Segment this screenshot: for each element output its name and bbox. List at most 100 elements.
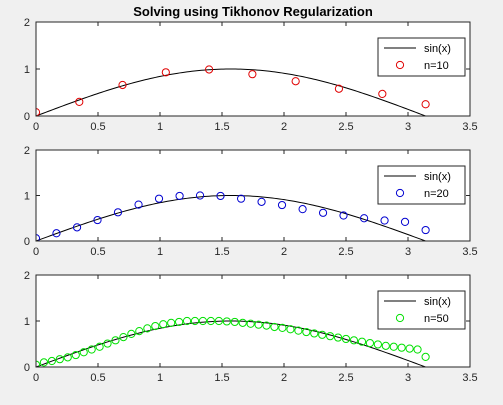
data-point bbox=[318, 208, 328, 217]
y-tick-label: 1 bbox=[24, 316, 30, 328]
x-tick-label: 3.5 bbox=[462, 372, 477, 384]
x-tick-label: 2 bbox=[281, 372, 287, 384]
data-point bbox=[118, 80, 127, 90]
y-tick-label: 1 bbox=[24, 64, 30, 76]
legend-label: sin(x) bbox=[424, 171, 451, 183]
legend-circle-marker bbox=[395, 188, 405, 198]
subplot-3: 0 0.5 1 1.5 2 2.5 3 3.5 0 1 2 sin(x) n=50 bbox=[24, 270, 478, 384]
data-point bbox=[182, 316, 192, 326]
data-point bbox=[286, 325, 295, 334]
data-point bbox=[389, 342, 398, 351]
x-tick-label: 2.5 bbox=[338, 246, 353, 258]
data-point bbox=[421, 100, 430, 109]
x-tick-label: 1.5 bbox=[214, 246, 229, 258]
x-tick-label: 1.5 bbox=[214, 121, 229, 133]
data-point bbox=[254, 320, 263, 329]
data-point bbox=[248, 70, 257, 79]
data-point bbox=[95, 342, 104, 351]
data-point bbox=[310, 329, 319, 338]
data-point bbox=[334, 84, 344, 93]
data-point bbox=[167, 318, 176, 327]
data-point bbox=[103, 339, 112, 348]
plot-area bbox=[36, 316, 430, 367]
legend-label: n=10 bbox=[424, 60, 449, 72]
data-point bbox=[205, 65, 214, 74]
data-point bbox=[174, 317, 184, 327]
subplot-2: 0 0.5 1 1.5 2 2.5 3 3.5 0 1 2 sin(x) n=20 bbox=[24, 145, 478, 258]
legend-box bbox=[377, 165, 466, 205]
data-point bbox=[373, 340, 382, 349]
legend: sin(x) n=50 bbox=[377, 290, 466, 330]
data-point bbox=[198, 316, 208, 326]
data-point bbox=[238, 318, 247, 327]
x-tick-label: 2.5 bbox=[338, 121, 353, 133]
data-point bbox=[400, 217, 410, 226]
x-tick-label: 2 bbox=[281, 246, 287, 258]
legend-label: sin(x) bbox=[424, 43, 451, 55]
data-point bbox=[246, 319, 255, 328]
data-point bbox=[360, 214, 369, 223]
y-tick-label: 0 bbox=[24, 236, 30, 248]
data-point bbox=[262, 321, 271, 330]
legend: sin(x) n=20 bbox=[377, 165, 466, 205]
data-point bbox=[270, 322, 279, 332]
series-line-sin bbox=[36, 68, 426, 116]
legend-box bbox=[377, 37, 466, 77]
data-point bbox=[397, 343, 406, 352]
data-point bbox=[134, 200, 143, 209]
chart-title: Solving using Tikhonov Regularization bbox=[133, 4, 373, 19]
x-tick-label: 0.5 bbox=[90, 246, 105, 258]
legend-box bbox=[377, 290, 466, 330]
data-point bbox=[206, 316, 215, 326]
data-point bbox=[349, 336, 359, 345]
x-tick-label: 1 bbox=[157, 372, 163, 384]
plot-area bbox=[36, 191, 430, 241]
data-point bbox=[151, 321, 160, 331]
x-tick-label: 1.5 bbox=[214, 372, 229, 384]
legend-circle-marker bbox=[395, 60, 405, 70]
data-point bbox=[52, 229, 61, 238]
x-tick-label: 0 bbox=[33, 372, 39, 384]
data-point bbox=[195, 191, 205, 200]
data-point bbox=[47, 356, 56, 366]
data-point bbox=[55, 355, 64, 364]
data-point bbox=[230, 317, 239, 327]
data-point bbox=[216, 191, 225, 201]
data-point bbox=[113, 208, 123, 217]
legend-label: n=20 bbox=[424, 188, 449, 200]
data-point bbox=[154, 194, 164, 203]
data-point bbox=[71, 350, 80, 360]
data-point bbox=[380, 216, 389, 225]
x-tick-label: 0 bbox=[33, 121, 39, 133]
subplot-1: 0 0.5 1 1.5 2 2.5 3 3.5 0 1 2 sin(x) n=10 bbox=[24, 17, 478, 133]
data-point bbox=[357, 337, 367, 346]
data-point bbox=[63, 353, 72, 362]
data-point bbox=[291, 77, 300, 86]
data-point bbox=[333, 333, 343, 342]
data-point bbox=[413, 345, 422, 354]
data-point bbox=[39, 358, 49, 367]
x-tick-label: 1 bbox=[157, 121, 163, 133]
data-point bbox=[161, 68, 170, 77]
data-point bbox=[93, 215, 102, 225]
data-point bbox=[190, 316, 200, 326]
x-tick-label: 2.5 bbox=[338, 372, 353, 384]
legend-circle-marker bbox=[395, 313, 405, 323]
data-point bbox=[72, 223, 82, 232]
legend-label: n=50 bbox=[424, 313, 449, 325]
data-point bbox=[111, 336, 120, 345]
legend-label: sin(x) bbox=[424, 296, 451, 308]
x-tick-label: 3.5 bbox=[462, 246, 477, 258]
data-point bbox=[421, 352, 430, 361]
data-point bbox=[302, 327, 311, 337]
x-tick-label: 1 bbox=[157, 246, 163, 258]
data-point bbox=[87, 345, 96, 354]
data-point bbox=[278, 323, 287, 332]
y-tick-label: 2 bbox=[24, 145, 30, 157]
data-point bbox=[365, 338, 375, 348]
y-tick-label: 1 bbox=[24, 191, 30, 203]
x-tick-label: 3 bbox=[405, 372, 411, 384]
data-point bbox=[381, 341, 390, 350]
x-tick-label: 0.5 bbox=[90, 372, 105, 384]
